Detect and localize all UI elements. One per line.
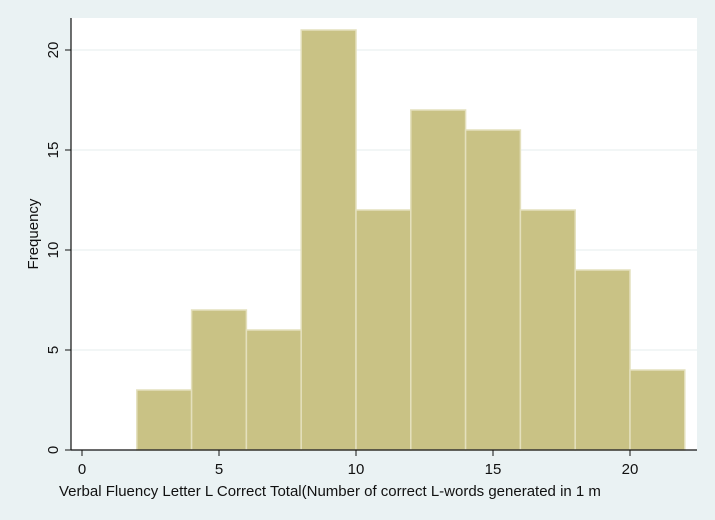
- x-tick-label: 0: [78, 461, 86, 478]
- x-tick-label: 15: [485, 461, 502, 478]
- x-tick-label: 10: [348, 461, 365, 478]
- histogram-bar-5: [355, 209, 412, 451]
- histogram-bar-6: [410, 109, 467, 451]
- histogram-bar-10: [629, 369, 686, 451]
- y-axis-title: Frequency: [25, 198, 42, 269]
- histogram-bar-7: [464, 129, 522, 451]
- histogram-bar-9: [574, 269, 631, 451]
- x-tick-label: 5: [215, 461, 223, 478]
- y-tick-label: 0: [45, 446, 62, 454]
- x-ticks: 0 5 10 15 20: [78, 450, 639, 478]
- y-tick-label: 15: [45, 142, 62, 159]
- x-tick-label: 20: [622, 461, 639, 478]
- bars: [136, 29, 686, 451]
- histogram-bar-4: [300, 29, 357, 451]
- y-ticks: 0 5 10 15 20: [45, 42, 71, 454]
- y-tick-label: 10: [45, 242, 62, 259]
- axes: [70, 18, 697, 451]
- histogram-bar-1: [136, 389, 193, 451]
- histogram-bar-2: [190, 309, 248, 451]
- histogram-bar-8: [519, 209, 576, 451]
- histogram-bar-3: [245, 329, 302, 451]
- y-tick-label: 20: [45, 42, 62, 59]
- x-axis-title: Verbal Fluency Letter L Correct Total(Nu…: [59, 483, 601, 500]
- y-tick-label: 5: [45, 346, 62, 354]
